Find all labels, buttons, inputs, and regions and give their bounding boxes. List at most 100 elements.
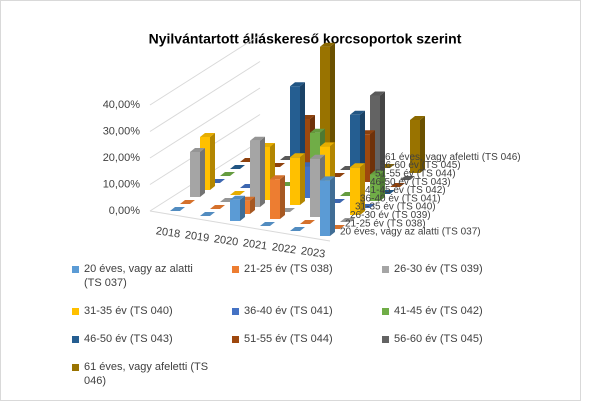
bar (180, 200, 195, 205)
bar (290, 227, 305, 232)
x-tick-label: 2020 (213, 233, 239, 248)
legend-swatch (382, 336, 389, 343)
legend-swatch (382, 266, 389, 273)
bar-front (320, 180, 330, 236)
bar-side (200, 147, 205, 197)
depth-label: 31-35 év (TS 040) (355, 202, 436, 213)
bar-top (320, 176, 335, 181)
bar-top (190, 147, 205, 152)
bar (210, 205, 225, 210)
bar-side (330, 176, 335, 236)
depth-label: 51-55 év (TS 044) (375, 169, 456, 180)
bar-front (270, 179, 280, 219)
legend-item: 46-50 év (TS 043) (72, 332, 232, 346)
bar-top (210, 205, 225, 209)
y-tick-label: 40,00% (103, 99, 141, 111)
y-tick-label: 20,00% (103, 152, 141, 164)
bar-top (370, 91, 385, 96)
bar-side (260, 136, 265, 207)
depth-label: 20 éves, vagy az alatti (TS 037) (340, 227, 481, 238)
bar-front (410, 120, 420, 173)
bar-top (170, 207, 185, 211)
bar (230, 191, 245, 196)
chart-title: Nyilvántartott álláskereső korcsoportok … (149, 31, 462, 47)
bar (190, 147, 205, 197)
legend-item: 31-35 év (TS 040) (72, 304, 232, 318)
axis-line (149, 210, 331, 242)
grid-line (149, 87, 261, 159)
bar-side (240, 195, 245, 221)
bar (290, 153, 305, 205)
bar (370, 170, 385, 201)
legend-item: 56-60 év (TS 045) (382, 332, 542, 346)
legend-swatch (72, 308, 79, 315)
legend-label: 26-30 év (TS 039) (394, 263, 483, 275)
legend-label: 36-40 év (TS 041) (244, 305, 333, 317)
x-tick-label: 2023 (300, 245, 326, 260)
bar (260, 222, 275, 227)
bar-top (310, 154, 325, 159)
depth-label: 26-30 év (TS 039) (350, 210, 431, 221)
bar-top (260, 222, 275, 226)
legend-swatch (232, 308, 239, 315)
legend-item: 36-40 év (TS 041) (232, 304, 382, 318)
y-tick-label: 0,00% (109, 205, 140, 217)
legend-swatch (232, 266, 239, 273)
bar-top (270, 175, 285, 180)
bar-top (250, 136, 265, 141)
bar-side (370, 130, 375, 182)
legend-label: 20 éves, vagy az alatti (TS 037) (84, 263, 193, 289)
legend-item: 26-30 év (TS 039) (382, 262, 542, 290)
legend-item: 20 éves, vagy az alatti (TS 037) (72, 262, 232, 290)
bar-top (350, 110, 365, 115)
bar-top (370, 170, 385, 175)
depth-label: 46-50 év (TS 043) (370, 177, 451, 188)
bar-side (330, 42, 335, 159)
bar (230, 195, 245, 221)
bar-side (420, 116, 425, 173)
bar-front (350, 167, 360, 215)
legend-item: 21-25 év (TS 038) (232, 262, 382, 290)
bar-top (310, 128, 325, 133)
bar (230, 165, 245, 170)
bar-top (290, 153, 305, 158)
bar-front (250, 140, 260, 207)
bar (220, 172, 235, 177)
x-tick-label: 2021 (242, 237, 268, 252)
bar-top (390, 183, 405, 187)
bar (340, 218, 355, 223)
bar-front (230, 199, 240, 221)
bar-top (200, 133, 215, 137)
bar (410, 116, 425, 173)
depth-label: 56-60 év (TS 045) (380, 160, 461, 171)
legend-label: 56-60 év (TS 045) (394, 333, 483, 345)
legend-label: 41-45 év (TS 042) (394, 305, 483, 317)
bar-side (380, 170, 385, 201)
bar-side (380, 91, 385, 175)
bar-top (320, 42, 335, 47)
bar-side (250, 196, 255, 214)
x-tick-label: 2022 (271, 241, 297, 256)
depth-label: 41-45 év (TS 042) (365, 185, 446, 196)
bar-front (290, 157, 300, 205)
bar (170, 207, 185, 212)
bar-side (210, 133, 215, 190)
bar (300, 220, 315, 225)
bar-top (350, 163, 365, 168)
bar-front (320, 46, 330, 159)
bar-top (290, 82, 305, 87)
bar (250, 136, 265, 207)
bar-top (230, 191, 245, 195)
bar-front (190, 151, 200, 197)
legend-swatch (72, 336, 79, 343)
bar-top (230, 195, 245, 200)
bar-side (280, 175, 285, 219)
bar-top (290, 227, 305, 231)
legend-label: 51-55 év (TS 044) (244, 333, 333, 345)
bar-front (350, 114, 360, 189)
legend-swatch (382, 308, 389, 315)
bar-side (300, 153, 305, 205)
grid-line (149, 34, 261, 106)
